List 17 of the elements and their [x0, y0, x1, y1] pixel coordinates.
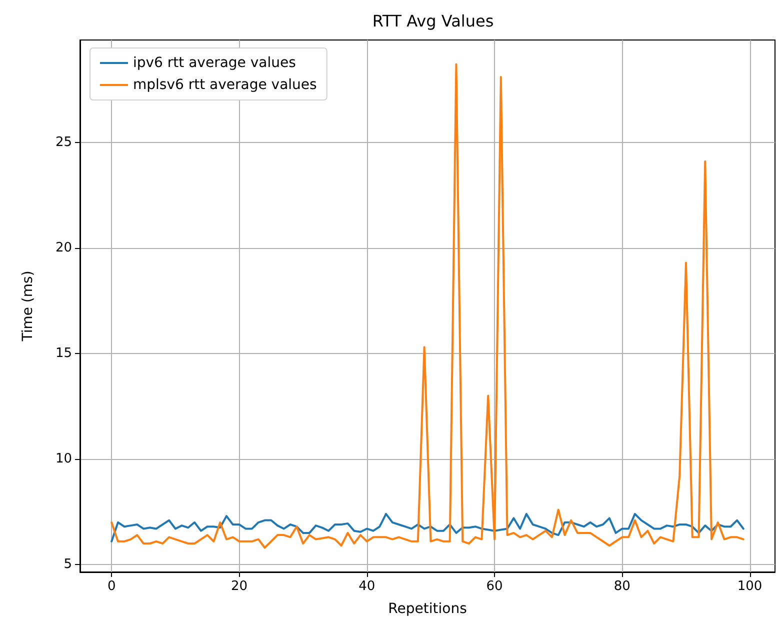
x-tick-label: 60: [486, 579, 503, 594]
chart-title: RTT Avg Values: [372, 12, 494, 30]
x-tick-label: 0: [107, 579, 116, 594]
y-axis-title: Time (ms): [20, 270, 36, 342]
y-tick-label: 10: [55, 452, 72, 467]
y-tick-label: 20: [55, 240, 72, 256]
x-tick-label: 20: [230, 579, 248, 594]
legend-label: ipv6 rtt average values: [133, 55, 296, 71]
line-series: [110, 512, 744, 542]
x-tick-label: 80: [614, 579, 630, 594]
y-tick-label: 25: [55, 134, 72, 150]
x-tick-label: 40: [358, 579, 376, 594]
y-tick-label: 15: [55, 346, 72, 361]
legend-label: mplsv6 rtt average values: [133, 77, 317, 93]
x-axis-title: Repetitions: [388, 601, 467, 617]
y-tick-label: 5: [64, 557, 72, 572]
x-tick-label: 100: [737, 579, 762, 594]
